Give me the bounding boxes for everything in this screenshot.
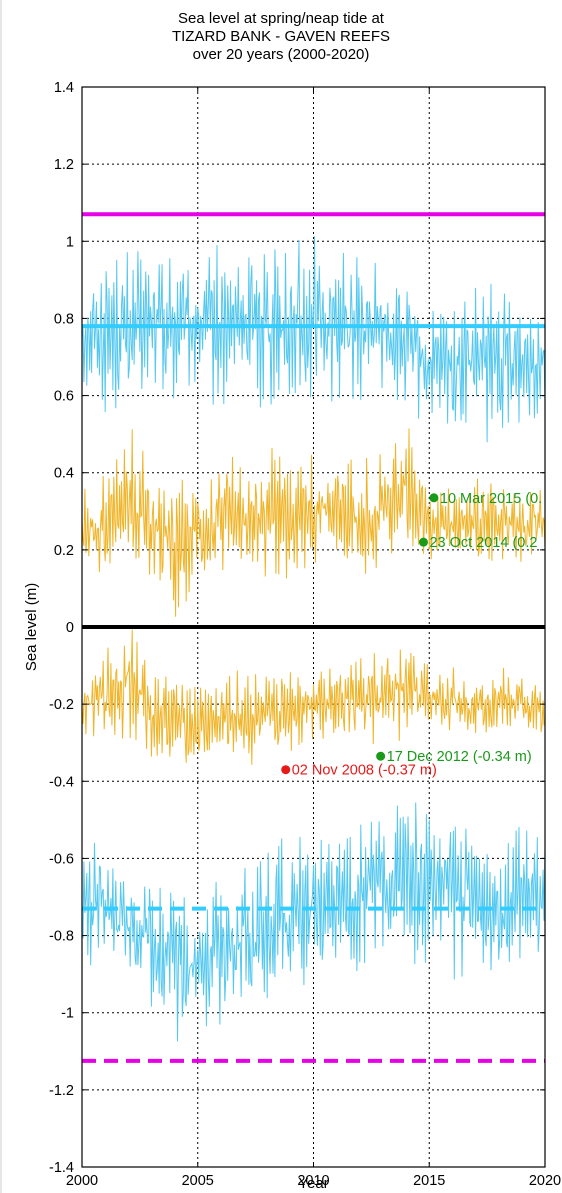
series-line	[81, 236, 546, 443]
series-line	[81, 629, 546, 765]
annotation-marker	[429, 493, 439, 503]
annotation-marker	[376, 751, 386, 761]
y-tick-label: -1.4	[49, 1160, 74, 1176]
y-tick-label: -1.2	[49, 1083, 74, 1099]
series-line	[81, 428, 546, 617]
y-tick-label: 1.4	[54, 80, 74, 96]
x-axis-label: Year	[298, 1175, 328, 1192]
x-tick-label: 2015	[413, 1173, 445, 1189]
y-tick-label: 0	[66, 620, 74, 636]
y-tick-label: 1.2	[54, 157, 74, 173]
y-axis-label: Sea level (m)	[23, 583, 40, 671]
y-tick-label: 0.6	[54, 389, 74, 405]
y-tick-label: -1	[61, 1006, 74, 1022]
axis-ticks: 1.4 1.2 1 0.8 0.6 0.4 0.2 0 -0.2 -0.4 -0.6 -0.8 -1 -1…	[49, 80, 561, 1189]
y-tick-label: -0.2	[49, 697, 74, 713]
y-tick-label: -0.4	[49, 774, 74, 790]
x-tick-label: 2010	[297, 1173, 329, 1189]
y-tick-label: 1	[66, 234, 74, 250]
y-tick-label: 0.2	[54, 543, 74, 559]
chart-title-line-2: TIZARD BANK - GAVEN REEFS	[171, 28, 391, 45]
x-tick-label: 2005	[182, 1173, 214, 1189]
annotation-marker	[418, 537, 428, 547]
chart-title-line-3: over 20 years (2000-2020)	[192, 46, 370, 63]
annotation-label: 23 Oct 2014 (0.2	[429, 535, 537, 551]
annotations: 10 Mar 2015 (0. 23 Oct 2014 (0.2 17 Dec 20…	[281, 491, 542, 779]
y-tick-label: 0.8	[54, 311, 74, 327]
y-tick-label: -0.6	[49, 851, 74, 867]
annotation-label: 02 Nov 2008 (-0.37 m)	[292, 763, 437, 779]
annotation-marker	[281, 765, 291, 775]
annotation-label: 17 Dec 2012 (-0.34 m)	[387, 749, 532, 765]
series-line	[81, 802, 546, 1042]
x-tick-label: 2020	[529, 1173, 561, 1189]
annotation-label: 10 Mar 2015 (0.	[440, 491, 542, 507]
data-series	[81, 236, 546, 1042]
y-tick-label: 0.4	[54, 466, 74, 482]
left-border	[0, 0, 2, 1193]
x-tick-label: 2000	[66, 1173, 98, 1189]
chart-title-line-1: Sea level at spring/neap tide at	[178, 10, 384, 27]
y-tick-label: -0.8	[49, 929, 74, 945]
reference-lines	[82, 212, 545, 1063]
